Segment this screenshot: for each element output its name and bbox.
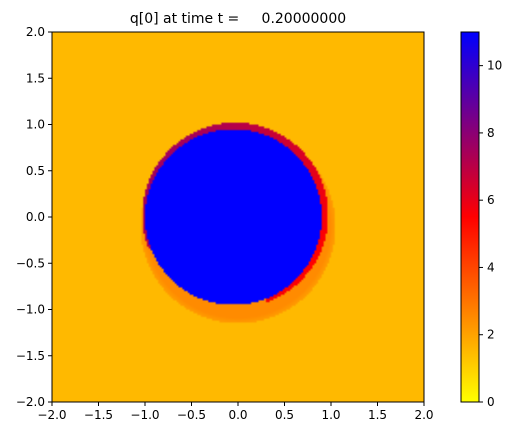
x-tick-label: 2.0 <box>414 408 433 422</box>
y-axis: 2.0 1.5 1.0 0.5 0.0 −0.5 −1.0 −1.5 −2.0 <box>16 25 52 409</box>
chart-title: q[0] at time t = 0.20000000 <box>130 11 346 27</box>
colorbar-tick-label: 2 <box>487 328 495 342</box>
x-tick-label: −1.0 <box>130 408 159 422</box>
colorbar <box>460 31 480 403</box>
y-tick-label: 2.0 <box>26 25 45 39</box>
x-tick-label: 0.0 <box>228 408 247 422</box>
y-tick-label: −1.5 <box>16 349 45 363</box>
y-tick-label: 1.5 <box>26 71 45 85</box>
colorbar-tick-label: 0 <box>487 395 495 409</box>
colorbar-tick-label: 4 <box>487 260 495 274</box>
heatmap-image <box>52 32 424 402</box>
y-tick-label: 0.5 <box>26 164 45 178</box>
colorbar-ticks: 0 2 4 6 8 10 <box>479 59 502 409</box>
plot-area <box>52 32 424 402</box>
x-tick-label: 1.5 <box>368 408 387 422</box>
x-tick-label: −1.5 <box>84 408 113 422</box>
y-tick-label: −0.5 <box>16 256 45 270</box>
colorbar-fill <box>461 32 479 402</box>
x-tick-label: −0.5 <box>177 408 206 422</box>
y-tick-label: −2.0 <box>16 395 45 409</box>
colorbar-tick-label: 6 <box>487 193 495 207</box>
y-tick-label: 1.0 <box>26 118 45 132</box>
colorbar-tick-label: 10 <box>487 59 502 73</box>
colorbar-tick-label: 8 <box>487 126 495 140</box>
y-tick-label: −1.0 <box>16 303 45 317</box>
y-tick-label: 0.0 <box>26 210 45 224</box>
x-tick-label: 0.5 <box>275 408 294 422</box>
x-axis: −2.0 −1.5 −1.0 −0.5 0.0 0.5 1.0 1.5 2.0 <box>37 402 434 422</box>
x-tick-label: −2.0 <box>37 408 66 422</box>
colorbar-frame <box>460 31 480 403</box>
x-tick-label: 1.0 <box>321 408 340 422</box>
